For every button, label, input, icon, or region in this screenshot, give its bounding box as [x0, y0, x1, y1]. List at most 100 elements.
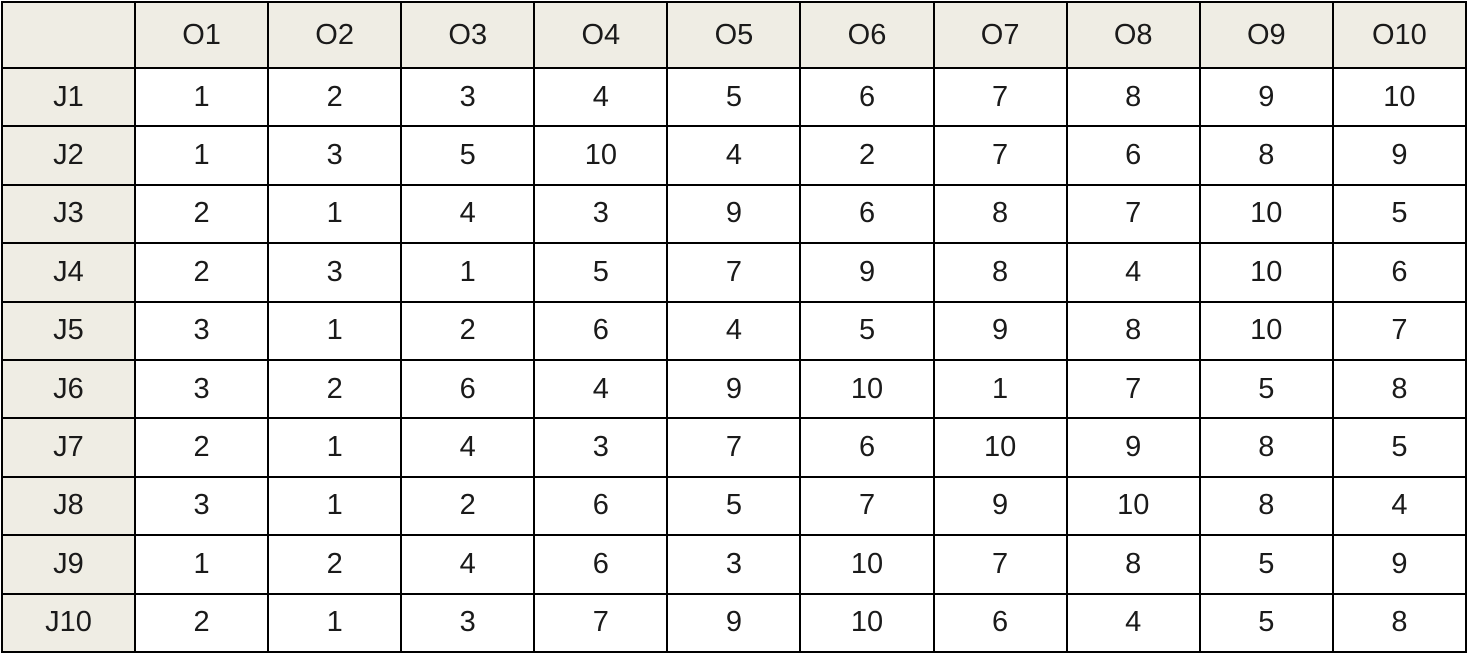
table-row: J1 1 2 3 4 5 6 7 8 9 10: [1, 66, 1467, 128]
table-cell: 4: [1065, 592, 1201, 653]
column-header-o7: O7: [932, 1, 1068, 69]
table-cell: 3: [400, 592, 536, 653]
table-cell: 5: [400, 125, 536, 186]
row-header-j2: J2: [1, 125, 136, 186]
table-cell: 6: [1065, 125, 1201, 186]
table-cell: 8: [1198, 417, 1334, 478]
table-cell: 10: [799, 592, 935, 653]
table-cell: 8: [1331, 358, 1467, 420]
table-cell: 8: [932, 183, 1068, 245]
table-cell: 7: [932, 125, 1068, 186]
table-cell: 2: [133, 592, 270, 653]
table-cell: 5: [1331, 183, 1467, 245]
table-cell: 3: [666, 534, 802, 595]
table-cell: 9: [1331, 125, 1467, 186]
table-cell: 8: [1331, 592, 1467, 653]
column-header-o3: O3: [400, 1, 536, 69]
table-cell: 2: [267, 358, 403, 420]
table-cell: 9: [666, 592, 802, 653]
table-cell: 2: [400, 475, 536, 537]
table-row: J7 2 1 4 3 7 6 10 9 8 5: [1, 417, 1467, 478]
table-cell: 2: [267, 534, 403, 595]
table-cell: 7: [799, 475, 935, 537]
column-header-o8: O8: [1065, 1, 1201, 69]
table-cell: 3: [533, 417, 669, 478]
table-cell: 10: [1331, 66, 1467, 128]
table-cell: 10: [1198, 183, 1334, 245]
column-header-o5: O5: [666, 1, 802, 69]
table-cell: 6: [533, 475, 669, 537]
table-cell: 4: [400, 183, 536, 245]
table-row: J2 1 3 5 10 4 2 7 6 8 9: [1, 125, 1467, 186]
table-cell: 5: [799, 300, 935, 361]
table-cell: 9: [1065, 417, 1201, 478]
table-cell: 2: [133, 242, 270, 303]
table-cell: 7: [932, 66, 1068, 128]
table-cell: 8: [1065, 534, 1201, 595]
header-row: O1 O2 O3 O4 O5 O6 O7 O8 O9 O10: [1, 1, 1467, 69]
row-header-j6: J6: [1, 358, 136, 420]
table-cell: 7: [666, 242, 802, 303]
table-cell: 10: [1198, 300, 1334, 361]
table-row: J4 2 3 1 5 7 9 8 4 10 6: [1, 242, 1467, 303]
table-cell: 3: [533, 183, 669, 245]
table-cell: 10: [932, 417, 1068, 478]
table-cell: 1: [267, 592, 403, 653]
column-header-o9: O9: [1198, 1, 1334, 69]
table-cell: 6: [1331, 242, 1467, 303]
table-cell: 7: [533, 592, 669, 653]
table-cell: 9: [932, 300, 1068, 361]
table-cell: 6: [799, 417, 935, 478]
table-cell: 6: [400, 358, 536, 420]
row-header-j10: J10: [1, 592, 136, 653]
table-cell: 7: [1065, 358, 1201, 420]
table-cell: 9: [666, 358, 802, 420]
table-cell: 6: [799, 66, 935, 128]
table-cell: 1: [267, 300, 403, 361]
table-cell: 3: [133, 475, 270, 537]
table-cell: 7: [932, 534, 1068, 595]
table-cell: 2: [133, 417, 270, 478]
table-cell: 6: [932, 592, 1068, 653]
row-header-j1: J1: [1, 66, 136, 128]
table-cell: 5: [1198, 358, 1334, 420]
table-cell: 6: [533, 300, 669, 361]
table-cell: 5: [1198, 592, 1334, 653]
table-cell: 4: [1065, 242, 1201, 303]
table-row: J6 3 2 6 4 9 10 1 7 5 8: [1, 358, 1467, 420]
table-cell: 4: [666, 125, 802, 186]
column-header-o10: O10: [1331, 1, 1467, 69]
table-cell: 7: [666, 417, 802, 478]
table-cell: 10: [799, 534, 935, 595]
table-cell: 4: [533, 66, 669, 128]
column-header-o2: O2: [267, 1, 403, 69]
table-cell: 5: [1331, 417, 1467, 478]
column-header-o6: O6: [799, 1, 935, 69]
table-cell: 1: [133, 534, 270, 595]
table-cell: 4: [666, 300, 802, 361]
table-cell: 4: [533, 358, 669, 420]
table-cell: 2: [267, 66, 403, 128]
table-cell: 4: [400, 534, 536, 595]
table-row: J9 1 2 4 6 3 10 7 8 5 9: [1, 534, 1467, 595]
table-body: J1 1 2 3 4 5 6 7 8 9 10 J2 1 3 5 10 4 2 7 6 8 9 J3 2 1 4 3 9 6 8 7 10 5 J…: [1, 66, 1467, 653]
table-cell: 1: [267, 417, 403, 478]
row-header-j9: J9: [1, 534, 136, 595]
table-cell: 8: [1198, 125, 1334, 186]
table-cell: 10: [1198, 242, 1334, 303]
table-cell: 8: [1065, 300, 1201, 361]
row-header-j8: J8: [1, 475, 136, 537]
table-cell: 1: [267, 183, 403, 245]
table-cell: 2: [400, 300, 536, 361]
column-header-o1: O1: [133, 1, 270, 69]
table-cell: 5: [666, 475, 802, 537]
table-cell: 1: [932, 358, 1068, 420]
table-cell: 1: [267, 475, 403, 537]
table-row: J5 3 1 2 6 4 5 9 8 10 7: [1, 300, 1467, 361]
table-cell: 8: [932, 242, 1068, 303]
table-cell: 3: [267, 242, 403, 303]
table-row: J8 3 1 2 6 5 7 9 10 8 4: [1, 475, 1467, 537]
table-cell: 3: [133, 358, 270, 420]
table-cell: 2: [799, 125, 935, 186]
table-cell: 4: [1331, 475, 1467, 537]
